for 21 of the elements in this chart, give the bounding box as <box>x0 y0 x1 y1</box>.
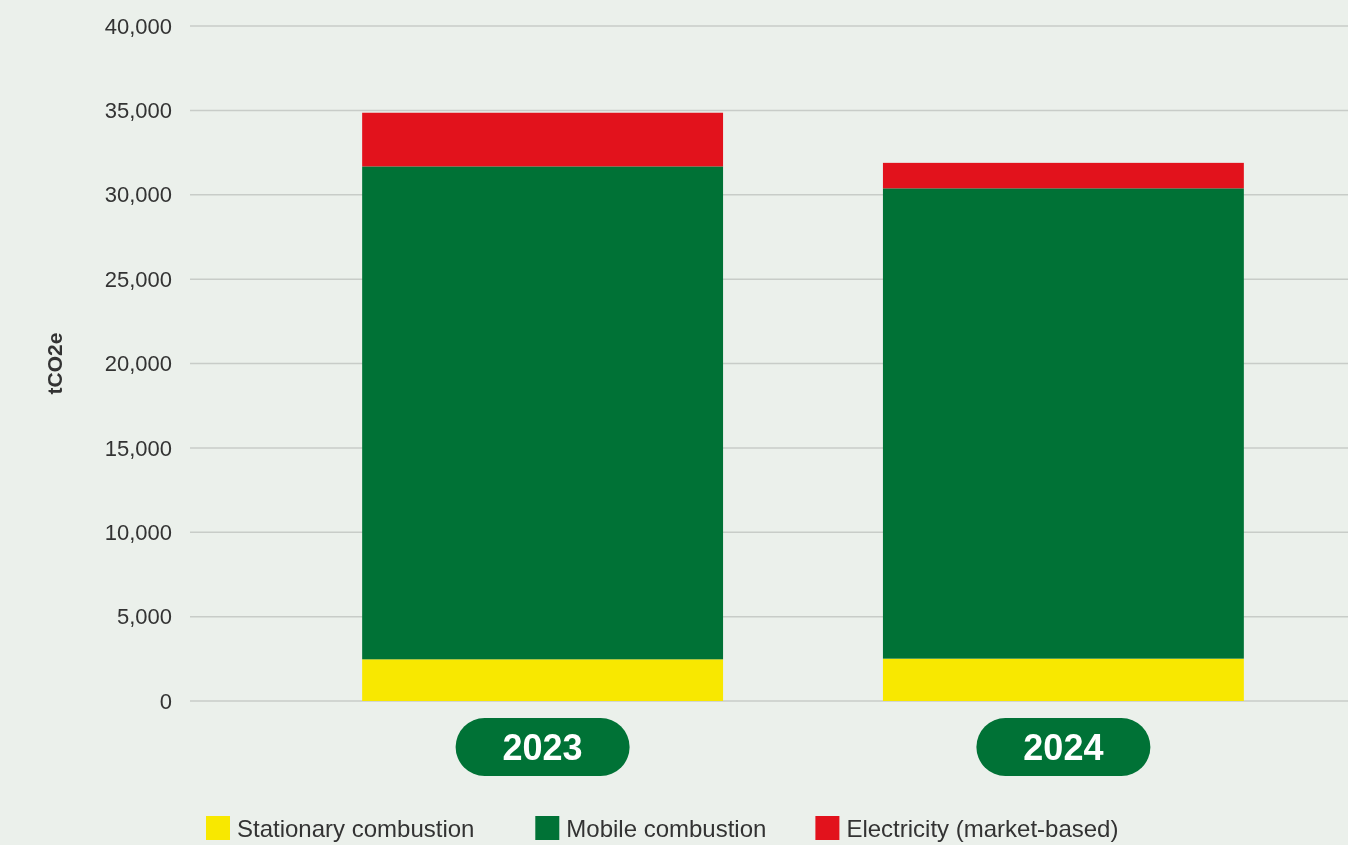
y-tick-label: 40,000 <box>104 13 172 39</box>
y-tick-label: 15,000 <box>104 435 172 461</box>
legend-label: Mobile combustion <box>566 815 767 843</box>
legend-label: Electricity (market-based) <box>846 815 1119 843</box>
y-tick-label: 35,000 <box>104 98 172 124</box>
y-tick-label: 25,000 <box>104 266 172 292</box>
bar <box>882 162 1244 189</box>
legend-label: Stationary combustion <box>237 815 475 843</box>
y-axis-title: tCO2e <box>43 332 66 395</box>
y-tick-label: 20,000 <box>104 351 172 377</box>
x-tick-label: 2024 <box>1023 726 1104 768</box>
y-tick-label: 5,000 <box>116 604 172 630</box>
y-tick-label: 0 <box>159 688 172 714</box>
bar <box>362 166 724 660</box>
y-tick-label: 10,000 <box>104 519 172 545</box>
bar <box>882 188 1244 659</box>
bar <box>362 112 724 167</box>
bar <box>362 659 724 701</box>
x-tick-label: 2023 <box>502 726 583 768</box>
bar <box>882 658 1244 701</box>
y-tick-label: 30,000 <box>104 182 172 208</box>
